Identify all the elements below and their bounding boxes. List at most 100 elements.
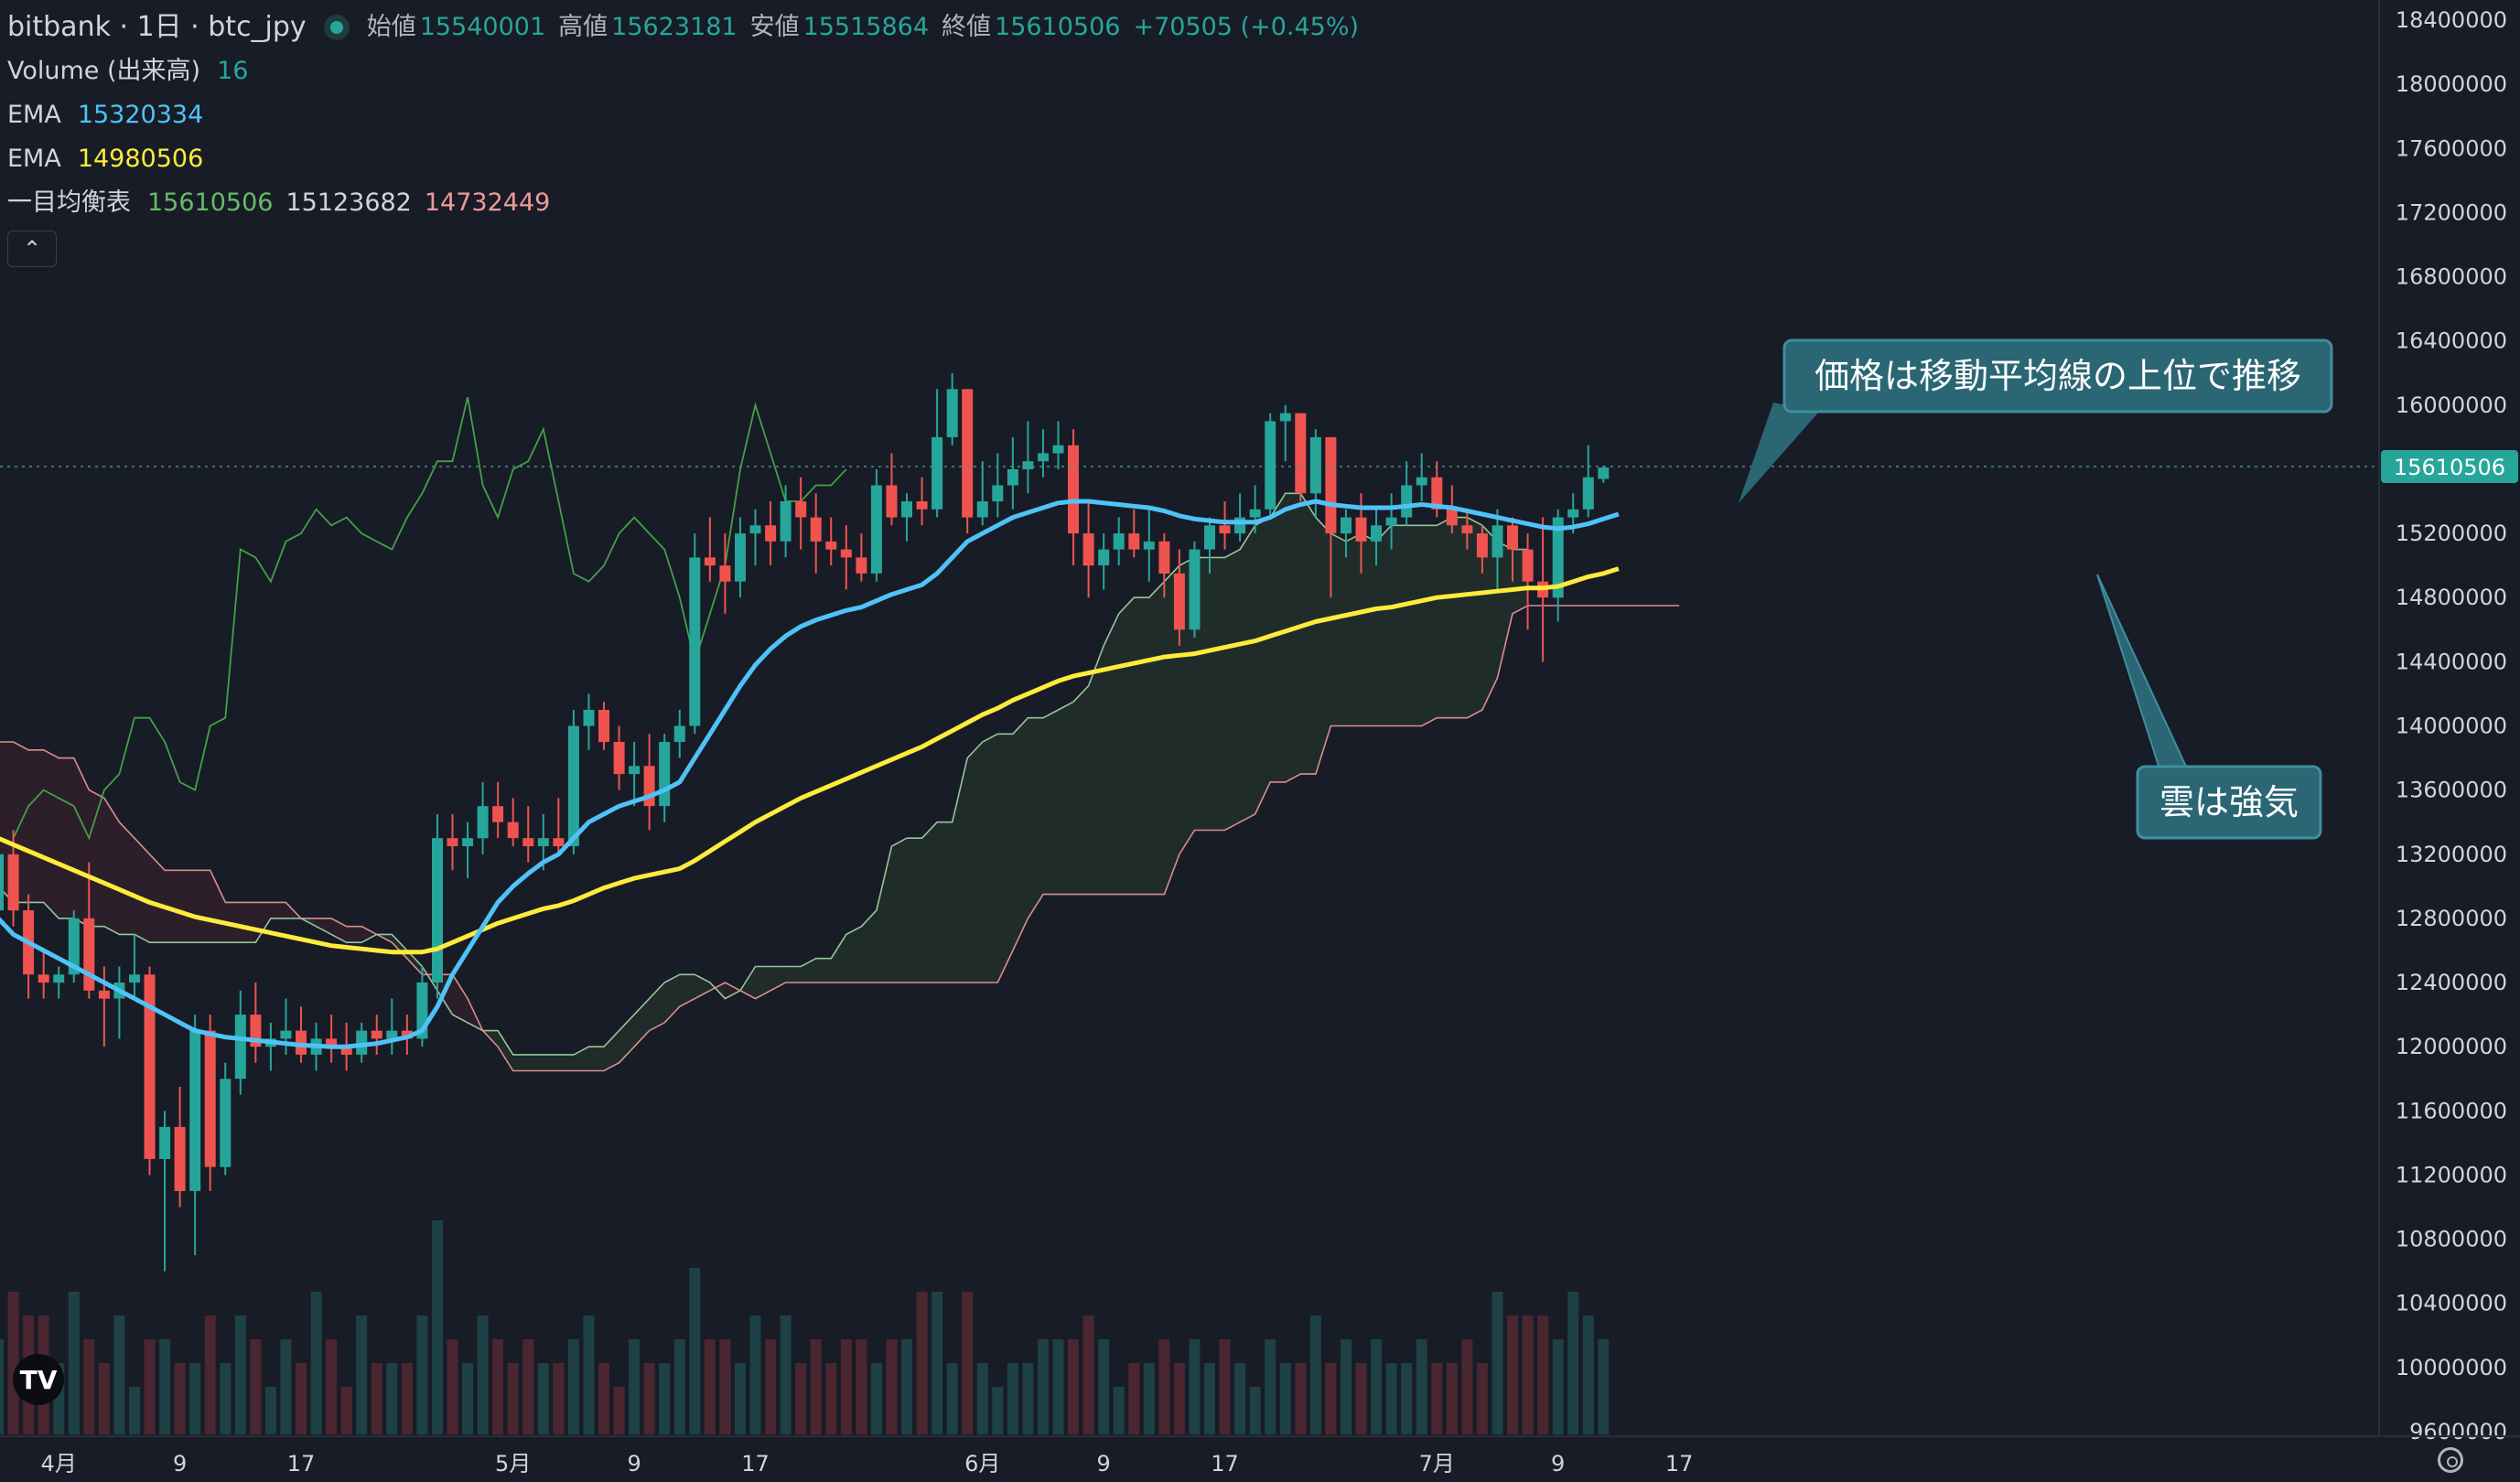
candle [1325,436,1337,598]
candle [386,998,398,1055]
cloud-segment [361,926,377,943]
volume-bar [432,1220,443,1434]
volume-bar [220,1363,232,1434]
volume-bar [765,1339,777,1434]
candle [1492,509,1503,590]
price-tick-label: 13200000 [2396,842,2507,867]
candle [53,966,65,999]
candle-body [432,838,443,983]
span-a-line [0,492,1528,1056]
candle [629,742,641,807]
candle-body [1128,533,1140,550]
cloud-segment [346,926,362,943]
cloud-segment [876,846,892,983]
volume-bar [1309,1316,1321,1434]
candle [901,493,912,542]
cloud-segment [165,870,180,943]
cloud-segment [392,934,407,959]
cloud-segment [1406,525,1422,726]
candle [356,1022,368,1063]
price-tick-label: 16000000 [2396,392,2507,418]
cloud-segment [679,974,695,1007]
ema1-indicator-row[interactable]: EMA 15320334 [7,93,1372,137]
ema-fast-line [0,499,1620,1049]
cloud-segment [512,1054,529,1071]
cloud-segment [331,918,347,943]
candle-body [159,1126,171,1159]
candle-body [1052,445,1064,454]
volume-bar [1219,1339,1231,1434]
cloud-segment [452,974,468,1023]
time-tick-label: 5月 [495,1451,531,1477]
candle-body [1204,525,1215,550]
candle [1416,453,1427,502]
last-price-badge [2381,450,2518,483]
ichimoku-indicator-row[interactable]: 一目均衡表 15610506 15123682 14732449 [7,181,1372,225]
volume-bar [1507,1316,1518,1434]
candle [567,709,579,854]
volume-bar [1113,1387,1125,1434]
candle [1022,421,1034,494]
time-axis[interactable]: 4月 9 17 5月 9 17 6月 9 17 7月 9 17 [41,1451,1694,1477]
candle [234,990,246,1095]
candle-body [1249,509,1261,518]
low-label: 安値 [749,13,800,41]
candle [129,934,140,999]
close-label: 終値 [942,13,992,41]
volume-bar [189,1363,201,1434]
candle [673,709,685,758]
candle [522,806,534,863]
open-value: 15540001 [419,13,546,41]
candle [1401,461,1413,526]
candle-body [1038,453,1049,462]
price-axis[interactable]: 18400000 18000000 17600000 17200000 16800000… [2396,7,2507,1444]
chart-legend: bitbank · 1日 · btc_jpy 始値 15540001 高値 15… [7,5,1372,267]
candle [780,485,792,558]
candle [371,1015,382,1055]
ema2-indicator-row[interactable]: EMA 14980506 [7,137,1372,181]
volume-bar [992,1387,1004,1434]
candle [1219,501,1231,550]
symbol-title[interactable]: bitbank · 1日 · btc_jpy [7,11,307,43]
volume-bar [296,1363,307,1434]
candle-body [462,838,474,846]
cloud-segment [1058,702,1073,895]
candle-body [507,822,519,839]
cloud-segment [861,910,877,983]
cloud-segment [1497,541,1513,678]
price-tick-label: 18400000 [2396,7,2507,33]
ema1-indicator-value: 15320334 [77,101,204,129]
collapse-legend-button[interactable]: ⌃ [7,231,57,267]
volume-bar [234,1316,246,1434]
cloud-segment [43,749,59,918]
candle-body [522,838,534,846]
cloud-segment [59,757,74,918]
cloud-segment [135,838,150,943]
candle [1052,421,1064,469]
ema2-indicator-label: EMA [7,145,61,173]
volume-indicator-row[interactable]: Volume (出来高) 16 [7,49,1372,93]
candle-body [98,990,110,999]
cloud-segment [801,958,816,983]
candle [1068,429,1079,566]
candle-body [356,1030,368,1055]
gear-icon[interactable] [2438,1447,2463,1473]
candle-body [129,974,140,983]
candle-body [962,389,974,518]
price-tick-label: 16400000 [2396,328,2507,354]
volume-bar [1567,1292,1579,1434]
volume-bar [1143,1363,1155,1434]
volume-bar [1279,1363,1291,1434]
volume-bar [1234,1363,1246,1434]
tradingview-logo-icon[interactable]: TV [13,1354,64,1405]
volume-bar [1385,1363,1397,1434]
candle-body [825,541,837,550]
volume-bar [932,1292,943,1434]
candle [507,798,519,847]
volume-bar [1401,1363,1413,1434]
time-tick-label: 6月 [964,1451,1000,1477]
candle-body [1492,525,1503,558]
candle-body [1022,461,1034,469]
price-tick-label: 18000000 [2396,71,2507,97]
